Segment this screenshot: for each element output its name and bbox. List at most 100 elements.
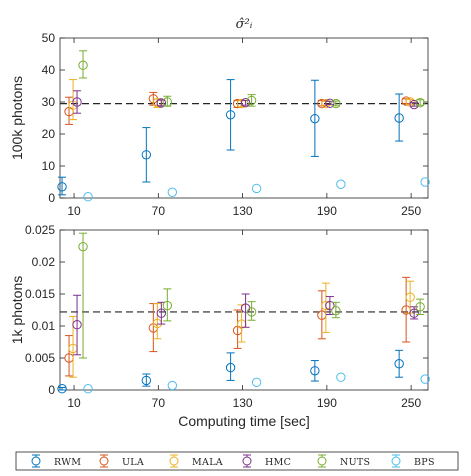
x-tick-label: 70 [152, 204, 166, 218]
rwm-point [141, 150, 152, 160]
chart-title: σ̂²ᵢ [236, 17, 253, 32]
nuts-point [415, 97, 425, 108]
legend-item-mala: MALA [169, 454, 223, 468]
y-tick-label: 0.015 [25, 287, 55, 301]
legend-item-rwm: RWM [31, 454, 81, 468]
top-panel: 0 10 20 30 40 50 10 70 130 190 250 σ̂²ᵢ 100k photons [9, 17, 430, 218]
y-tick-label: 0 [48, 383, 55, 397]
legend-item-nuts: NUTS [317, 454, 370, 468]
y-tick-label: 50 [42, 31, 56, 45]
nuts-point [331, 98, 341, 109]
nuts-point [78, 241, 88, 252]
bps-point [336, 179, 346, 189]
x-tick-label: 70 [152, 396, 166, 410]
y-tick-label: 40 [42, 63, 56, 77]
rwm-point [57, 384, 67, 394]
x-tick-label: 190 [317, 204, 337, 218]
legend-marker-circle [391, 456, 401, 466]
rwm-point [225, 110, 236, 120]
hmc-point [240, 97, 251, 108]
legend-marker-circle [99, 456, 109, 466]
x-tick-label: 250 [401, 204, 421, 218]
rwm-point [310, 113, 320, 124]
bps-point [167, 187, 178, 197]
hmc-point [325, 98, 335, 108]
legend-item-hmc: HMC [242, 454, 291, 468]
hmc-point [325, 300, 335, 311]
series-rwm [57, 79, 404, 196]
hmc-point [156, 98, 167, 108]
x-tick-label: 250 [401, 396, 421, 410]
y-tick-label: 0.01 [32, 319, 56, 333]
legend-box [15, 451, 459, 471]
nuts-point [162, 300, 173, 311]
legend-label: HMC [265, 457, 291, 468]
series-bps [83, 177, 430, 202]
rwm-point [394, 113, 404, 123]
rwm-point [225, 362, 236, 373]
nuts-point [162, 97, 173, 107]
series-mala [68, 280, 415, 378]
x-tick-label: 130 [233, 396, 253, 410]
x-tick-label: 190 [317, 396, 337, 410]
legend-item-bps: BPS [391, 454, 435, 468]
y-tick-label: 0.02 [32, 255, 56, 269]
hmc-point [72, 320, 82, 330]
bps-point [167, 380, 178, 391]
bps-point [336, 372, 346, 382]
y-tick-label: 20 [42, 127, 56, 141]
bps-point [83, 192, 93, 202]
hmc-point [409, 308, 419, 318]
legend-marker-circle [169, 456, 179, 466]
y-tick-label: 10 [42, 159, 56, 173]
y-tick-label: 0 [48, 191, 55, 205]
y-tick-label: 30 [42, 95, 56, 109]
legend-label: ULA [122, 457, 144, 468]
plot-area [59, 229, 429, 391]
series-nuts [78, 50, 425, 109]
nuts-point [78, 60, 88, 70]
series-rwm [57, 349, 404, 394]
mala-point [405, 292, 415, 302]
legend-item-ula: ULA [99, 454, 144, 468]
plot-area [59, 37, 429, 199]
x-tick-label: 10 [67, 396, 81, 410]
bps-point [420, 374, 430, 384]
legend-label: RWM [54, 457, 81, 468]
series-nuts [78, 232, 425, 359]
legend-marker-circle [317, 456, 327, 466]
nuts-point [246, 95, 257, 106]
series-hmc [72, 90, 419, 114]
nuts-point [331, 305, 341, 316]
rwm-point [394, 359, 404, 369]
legend-marker-circle [31, 456, 41, 466]
rwm-point [57, 182, 67, 192]
rwm-point [141, 375, 152, 386]
series-hmc [72, 293, 419, 356]
y-axis-label: 1k photons [9, 276, 25, 345]
hmc-point [72, 97, 82, 107]
legend-marker-circle [242, 456, 252, 466]
series-bps [83, 372, 430, 394]
legend-label: BPS [414, 457, 435, 468]
bottom-panel: 0 0.005 0.01 0.015 0.02 0.025 10 70 130 190 250 1k … [9, 223, 430, 429]
y-tick-label: 0.025 [25, 223, 55, 237]
y-tick-label: 0.005 [25, 351, 55, 365]
x-axis-label: Computing time [sec] [178, 413, 310, 429]
hmc-point [409, 99, 419, 110]
legend-label: MALA [192, 457, 223, 468]
bps-point [251, 377, 262, 388]
legend: RWM ULA MALA HMC NUTS BPS [15, 451, 459, 471]
bps-point [251, 183, 262, 194]
legend-label: NUTS [340, 457, 370, 468]
bps-point [83, 384, 93, 394]
x-tick-label: 10 [67, 204, 81, 218]
nuts-point [415, 302, 425, 312]
x-tick-label: 130 [233, 204, 253, 218]
y-axis-label: 100k photons [9, 76, 25, 160]
rwm-point [310, 366, 320, 376]
nuts-point [246, 307, 257, 317]
hmc-point [156, 308, 167, 318]
bps-point [420, 177, 430, 187]
